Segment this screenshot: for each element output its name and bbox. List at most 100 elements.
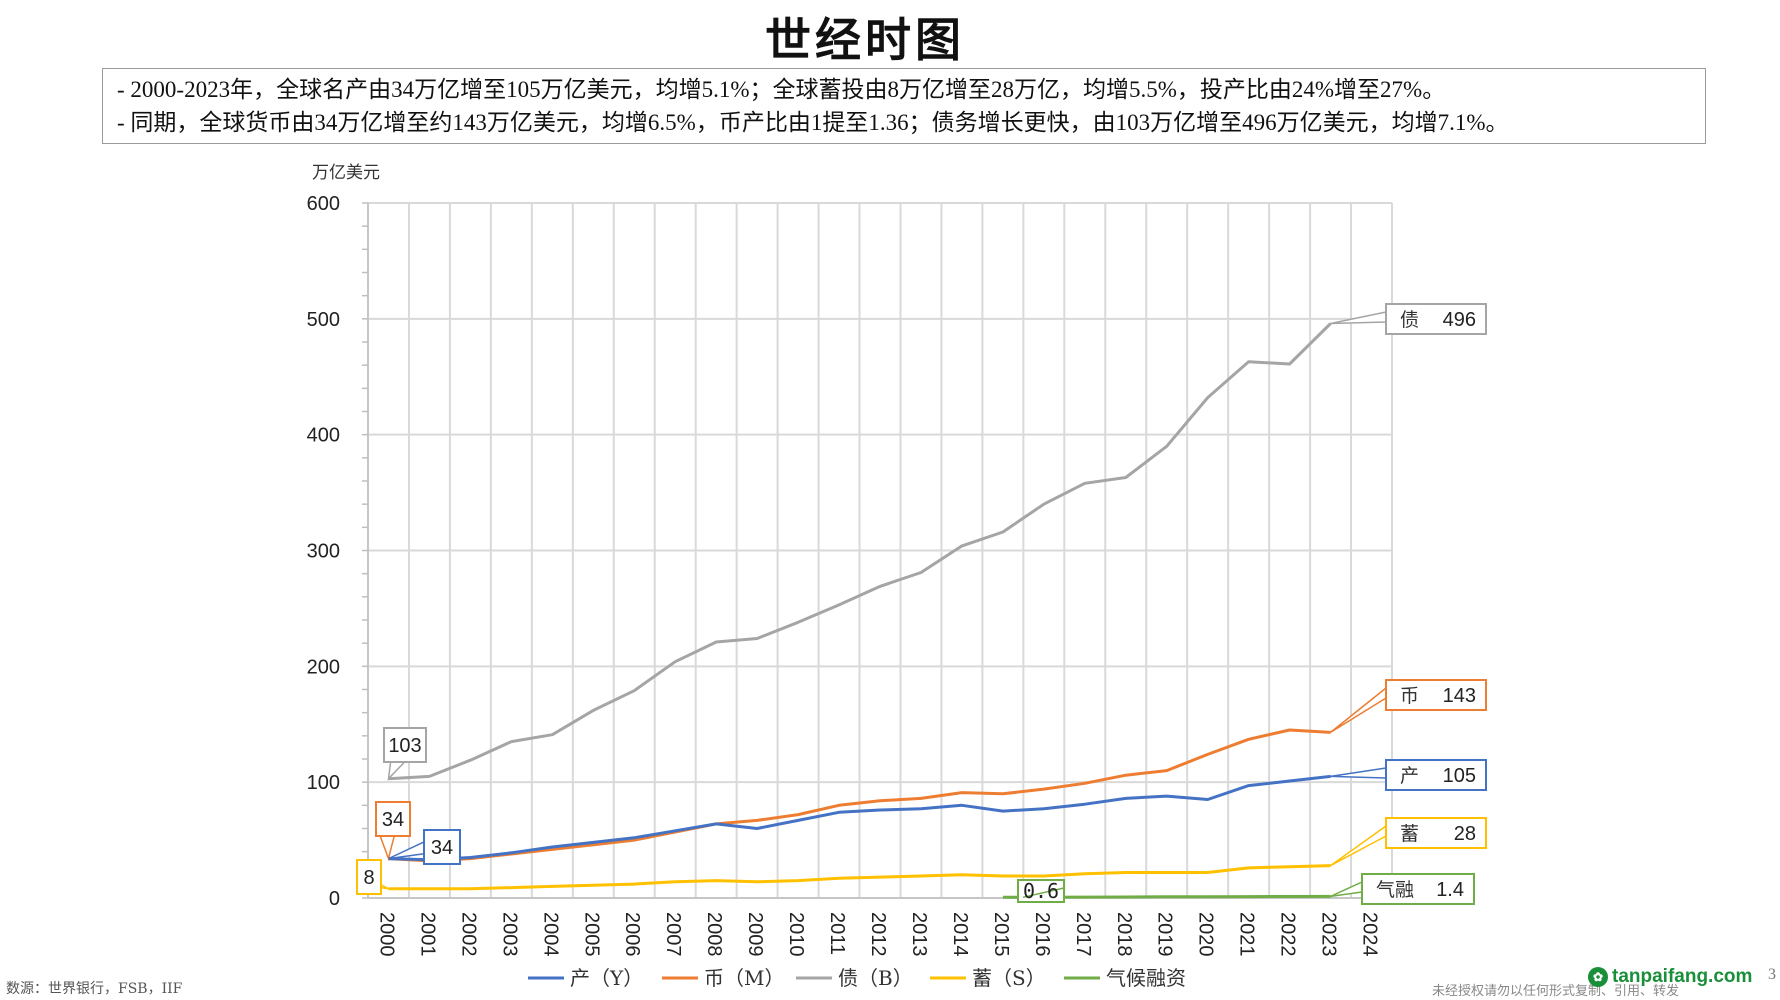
- x-tick-label: 2024: [1359, 912, 1381, 957]
- end-label-pointer: [1330, 767, 1387, 779]
- start-label-debt: 103: [383, 727, 427, 781]
- x-tick-label: 2002: [457, 912, 479, 957]
- legend-item-0: 产（Y）: [528, 966, 643, 990]
- start-label-climate: 0.6: [1017, 879, 1065, 903]
- source-note: 数源：世界银行，FSB，IIF: [6, 981, 183, 997]
- legend-label: 币（M）: [704, 966, 784, 990]
- end-label-value: 1.4: [1436, 879, 1464, 901]
- x-tick-label: 2017: [1072, 912, 1094, 957]
- start-label-money-box: [375, 801, 411, 837]
- y-tick-label: 500: [307, 309, 340, 331]
- summary-line-1: - 2000-2023年，全球名产由34万亿增至105万亿美元，均增5.1%；全…: [117, 77, 1446, 102]
- start-label-debt-text: 103: [388, 735, 421, 757]
- start-label-debt-pointer: [387, 761, 406, 781]
- start-label-output-pointer: [388, 841, 425, 860]
- end-label-value: 28: [1454, 823, 1476, 845]
- start-label-output-box: [423, 829, 461, 865]
- x-tick-label: 2012: [867, 912, 889, 957]
- x-tick-label: 2020: [1195, 912, 1217, 957]
- summary-box: - 2000-2023年，全球名产由34万亿增至105万亿美元，均增5.1%；全…: [102, 68, 1706, 144]
- end-label-box: [1385, 679, 1487, 711]
- x-tick-label: 2011: [826, 912, 848, 955]
- end-label-1: 币 143: [1330, 679, 1487, 733]
- end-label-pointer: [1330, 311, 1387, 325]
- axes: 0 100 200 300 400 500 600 2000 2001 2002 2003 2004 2…: [307, 193, 1392, 957]
- start-label-climate-text: 0.6: [1023, 879, 1059, 903]
- start-label-climate-pointer: [1022, 887, 1065, 899]
- legend-item-2: 债（B）: [796, 966, 913, 990]
- summary-line-2: - 同期，全球货币由34万亿增至约143万亿美元，均增6.5%，币产比由1提至1…: [117, 110, 1509, 135]
- end-label-box: [1361, 873, 1475, 905]
- end-label-name: 产: [1400, 765, 1419, 787]
- legend-item-4: 气候融资: [1064, 966, 1186, 990]
- x-tick-label: 2010: [785, 912, 807, 957]
- end-label-pointer: [1330, 881, 1363, 898]
- start-label-money-pointer: [379, 835, 395, 862]
- x-tick-label: 2007: [662, 912, 684, 957]
- x-tick-label: 2008: [703, 912, 725, 957]
- start-label-savings-box: [356, 859, 382, 895]
- start-label-output-text: 34: [431, 837, 453, 859]
- copyright-note: 未经授权请勿以任何形式复制、引用、转发: [1432, 984, 1680, 999]
- legend: 产（Y） 币（M） 债（B） 蓄（S） 气候融资: [528, 966, 1186, 990]
- x-tick-label: 2001: [416, 912, 438, 957]
- start-label-savings: 8: [356, 859, 389, 895]
- legend-label: 气候融资: [1106, 966, 1186, 990]
- x-tick-label: 2018: [1113, 912, 1135, 957]
- end-label-box: [1385, 303, 1487, 335]
- legend-label: 产（Y）: [570, 966, 643, 990]
- series-lines: [388, 322, 1332, 899]
- end-label-3: 蓄 28: [1330, 817, 1487, 867]
- data-labels: 103 34 34 8 0.6 债 496 币 143 产 105 蓄 28 气融 1.4: [356, 303, 1487, 905]
- watermark-text: tanpaifang.com: [1612, 966, 1753, 987]
- x-tick-label: 2000: [375, 912, 397, 957]
- x-tick-label: 2009: [744, 912, 766, 957]
- end-label-2: 债 496: [1330, 303, 1487, 335]
- legend-label: 蓄（S）: [972, 966, 1046, 990]
- x-tick-label: 2004: [539, 912, 561, 957]
- x-tick-label: 2006: [621, 912, 643, 957]
- y-tick-label: 300: [307, 541, 340, 563]
- page-number: 3: [1768, 966, 1776, 983]
- y-tick-label: 600: [307, 193, 340, 215]
- x-tick-label: 2014: [949, 912, 971, 957]
- end-label-name: 蓄: [1400, 823, 1419, 845]
- x-tick-label: 2023: [1318, 912, 1340, 957]
- series-line-1: [388, 728, 1331, 863]
- series-line-2: [388, 322, 1332, 781]
- grid: [367, 202, 1393, 899]
- page-title: 世经时图: [765, 13, 965, 67]
- x-tick-label: 2015: [990, 912, 1012, 957]
- x-tick-label: 2016: [1031, 912, 1053, 957]
- x-tick-label: 2003: [498, 912, 520, 957]
- legend-item-3: 蓄（S）: [930, 966, 1046, 990]
- x-tick-label: 2005: [580, 912, 602, 957]
- x-tick-label: 2019: [1154, 912, 1176, 957]
- start-label-money-text: 34: [382, 809, 404, 831]
- end-label-0: 产 105: [1330, 759, 1487, 791]
- end-label-name: 债: [1400, 309, 1419, 331]
- series-line-0: [388, 774, 1331, 862]
- end-label-4: 气融 1.4: [1330, 873, 1475, 905]
- end-label-pointer: [1330, 825, 1387, 867]
- leaf-logo-icon: ✿: [1588, 967, 1608, 987]
- legend-label: 债（B）: [838, 966, 913, 990]
- y-tick-label: 0: [329, 888, 340, 910]
- legend-item-1: 币（M）: [662, 966, 784, 990]
- y-tick-label: 400: [307, 425, 340, 447]
- end-label-box: [1385, 817, 1487, 849]
- x-tick-label: 2013: [908, 912, 930, 957]
- end-label-name: 气融: [1376, 879, 1414, 901]
- series-line-3: [388, 864, 1331, 891]
- x-tick-label: 2022: [1277, 912, 1299, 957]
- start-label-money: 34: [375, 801, 411, 862]
- y-tick-label: 200: [307, 656, 340, 678]
- x-tick-label: 2021: [1236, 912, 1258, 957]
- start-label-savings-text: 8: [363, 867, 374, 889]
- y-axis-label: 万亿美元: [312, 163, 380, 183]
- end-label-value: 143: [1443, 685, 1476, 707]
- end-label-box: [1385, 759, 1487, 791]
- start-label-output: 34: [388, 829, 461, 865]
- end-label-name: 币: [1400, 685, 1419, 707]
